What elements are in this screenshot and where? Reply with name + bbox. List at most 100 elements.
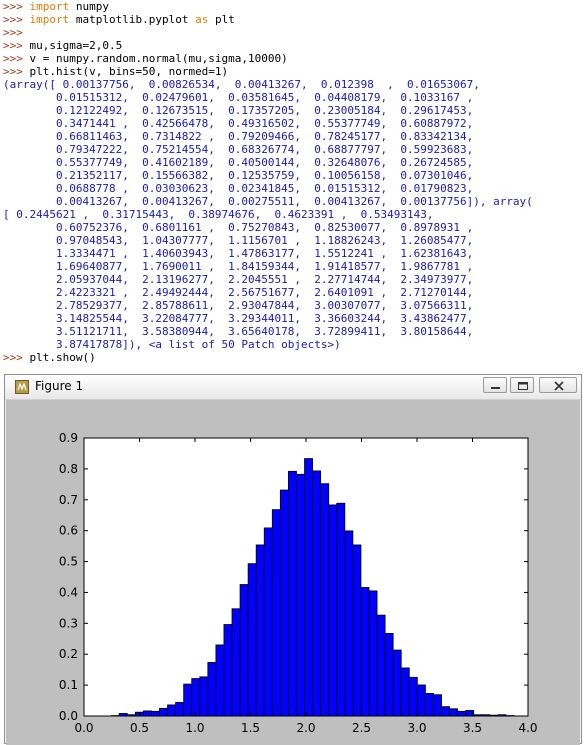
output-text: (array([ 0.00137756, 0.00826534, 0.00413… bbox=[3, 78, 480, 91]
output-text: 0.55377749, 0.41602189, 0.40500144, 0.32… bbox=[3, 156, 473, 169]
histogram-bar bbox=[176, 702, 184, 716]
output-text: 0.21352117, 0.15566382, 0.12535759, 0.10… bbox=[3, 169, 473, 182]
output-text: [ 0.2445621 , 0.31715443, 0.38974676, 0.… bbox=[3, 208, 433, 221]
histogram-bar bbox=[216, 645, 224, 716]
histogram-bar bbox=[345, 531, 353, 716]
histogram-bar bbox=[272, 510, 280, 716]
console-output-line: 2.78529377, 2.85788611, 2.93047844, 3.00… bbox=[3, 299, 473, 312]
histogram-bar bbox=[490, 715, 498, 716]
histogram-bar bbox=[200, 677, 208, 716]
histogram-bar bbox=[240, 585, 248, 716]
histogram-bar bbox=[192, 679, 200, 716]
output-text: 2.05937044, 2.13196277, 2.2045551 , 2.27… bbox=[3, 273, 473, 286]
output-text: 0.3471441 , 0.42566478, 0.49316502, 0.55… bbox=[3, 117, 473, 130]
histogram-bar bbox=[458, 711, 466, 716]
histogram-bar bbox=[159, 708, 167, 716]
keyword: as bbox=[195, 13, 208, 26]
console-input-line: >>> import matplotlib.pyplot as plt bbox=[3, 13, 235, 26]
histogram-bar bbox=[482, 715, 490, 716]
console-input-line: >>> plt.show() bbox=[3, 351, 96, 364]
console-input-line: >>> plt.hist(v, bins=50, normed=1) bbox=[3, 65, 228, 78]
output-text: 2.4223321 , 2.49492444, 2.56751677, 2.64… bbox=[3, 286, 473, 299]
histogram-bar bbox=[409, 677, 417, 716]
prompt-marker: >>> bbox=[3, 351, 30, 364]
histogram-bar bbox=[119, 713, 127, 716]
close-icon bbox=[553, 381, 565, 391]
console-output-line: 1.3334471 , 1.40603943, 1.47863177, 1.55… bbox=[3, 247, 473, 260]
console-output-line: 1.69640877, 1.7690011 , 1.84159344, 1.91… bbox=[3, 260, 473, 273]
histogram-bar bbox=[369, 591, 377, 716]
histogram-bar bbox=[168, 705, 176, 716]
console-output-line: [ 0.2445621 , 0.31715443, 0.38974676, 0.… bbox=[3, 208, 433, 221]
command-text: mu,sigma=2,0.5 bbox=[30, 39, 123, 52]
command-text: plt bbox=[208, 13, 235, 26]
y-tick-label: 0.1 bbox=[59, 678, 78, 692]
console-output-line: (array([ 0.00137756, 0.00826534, 0.00413… bbox=[3, 78, 480, 91]
histogram-bar bbox=[321, 484, 329, 716]
histogram-bar bbox=[224, 625, 232, 716]
y-tick-label: 0.3 bbox=[59, 616, 78, 630]
output-text: 1.3334471 , 1.40603943, 1.47863177, 1.55… bbox=[3, 247, 473, 260]
console-output-line: 2.4223321 , 2.49492444, 2.56751677, 2.64… bbox=[3, 286, 473, 299]
console-input-line: >>> v = numpy.random.normal(mu,sigma,100… bbox=[3, 52, 288, 65]
console-input-line: >>> bbox=[3, 26, 23, 39]
console-output-line: 0.97048543, 1.04307777, 1.1156701 , 1.18… bbox=[3, 234, 473, 247]
x-tick-label: 1.0 bbox=[185, 721, 204, 735]
console-output-line: 2.05937044, 2.13196277, 2.2045551 , 2.27… bbox=[3, 273, 473, 286]
histogram-bar bbox=[433, 695, 441, 716]
output-text: 2.78529377, 2.85788611, 2.93047844, 3.00… bbox=[3, 299, 473, 312]
command-text: v = numpy.random.normal(mu,sigma,10000) bbox=[30, 52, 288, 65]
y-tick-label: 0.6 bbox=[59, 524, 78, 538]
console-output-line: 0.01515312, 0.02479601, 0.03581645, 0.04… bbox=[3, 91, 473, 104]
prompt-marker: >>> bbox=[3, 65, 30, 78]
console-output-line: 0.66811463, 0.7314822 , 0.79209466, 0.78… bbox=[3, 130, 473, 143]
console-output-line: 0.00413267, 0.00413267, 0.00275511, 0.00… bbox=[3, 195, 533, 208]
histogram-bar bbox=[305, 459, 313, 716]
y-tick-label: 0.7 bbox=[59, 493, 78, 507]
minimize-icon bbox=[490, 381, 502, 389]
histogram-bar bbox=[353, 545, 361, 716]
histogram-bar bbox=[264, 528, 272, 716]
prompt-marker: >>> bbox=[3, 13, 30, 26]
maximize-button[interactable] bbox=[510, 377, 534, 393]
histogram-bar bbox=[313, 471, 321, 716]
command-text: numpy bbox=[69, 0, 109, 13]
histogram-bar bbox=[151, 711, 159, 716]
keyword: import bbox=[30, 0, 70, 13]
histogram-bar bbox=[288, 471, 296, 716]
python-console[interactable]: >>> import numpy>>> import matplotlib.py… bbox=[0, 0, 584, 368]
maximize-icon bbox=[517, 381, 529, 391]
prompt-marker: >>> bbox=[3, 0, 30, 13]
y-tick-label: 0.5 bbox=[59, 555, 78, 569]
histogram-bar bbox=[417, 685, 425, 716]
output-text: 0.00413267, 0.00413267, 0.00275511, 0.00… bbox=[3, 195, 533, 208]
x-tick-label: 2.0 bbox=[296, 721, 315, 735]
histogram-bar bbox=[256, 545, 264, 716]
minimize-button[interactable] bbox=[483, 377, 507, 393]
x-tick-label: 1.5 bbox=[241, 721, 260, 735]
histogram-bar bbox=[401, 668, 409, 716]
output-text: 0.66811463, 0.7314822 , 0.79209466, 0.78… bbox=[3, 130, 473, 143]
histogram-bar bbox=[393, 650, 401, 716]
window-titlebar[interactable]: Figure 1 bbox=[5, 375, 581, 400]
output-text: 0.97048543, 1.04307777, 1.1156701 , 1.18… bbox=[3, 234, 473, 247]
histogram-bar bbox=[474, 715, 482, 716]
output-text: 3.51121711, 3.58380944, 3.65640178, 3.72… bbox=[3, 325, 473, 338]
keyword: import bbox=[30, 13, 70, 26]
histogram-bar bbox=[385, 633, 393, 716]
x-tick-label: 0.5 bbox=[130, 721, 149, 735]
console-input-line: >>> import numpy bbox=[3, 0, 109, 13]
command-text: plt.hist(v, bins=50, normed=1) bbox=[30, 65, 229, 78]
histogram-bar bbox=[248, 564, 256, 716]
output-text: 0.0688778 , 0.03030623, 0.02341845, 0.01… bbox=[3, 182, 473, 195]
console-output-line: 0.79347222, 0.75214554, 0.68326774, 0.68… bbox=[3, 143, 473, 156]
histogram-bar bbox=[232, 609, 240, 716]
console-output-line: 0.21352117, 0.15566382, 0.12535759, 0.10… bbox=[3, 169, 473, 182]
close-button[interactable] bbox=[539, 377, 577, 393]
y-tick-label: 0.8 bbox=[59, 462, 78, 476]
console-output-line: 3.87417878]), <a list of 50 Patch object… bbox=[3, 338, 341, 351]
prompt-marker: >>> bbox=[3, 52, 30, 65]
x-tick-label: 3.0 bbox=[407, 721, 426, 735]
